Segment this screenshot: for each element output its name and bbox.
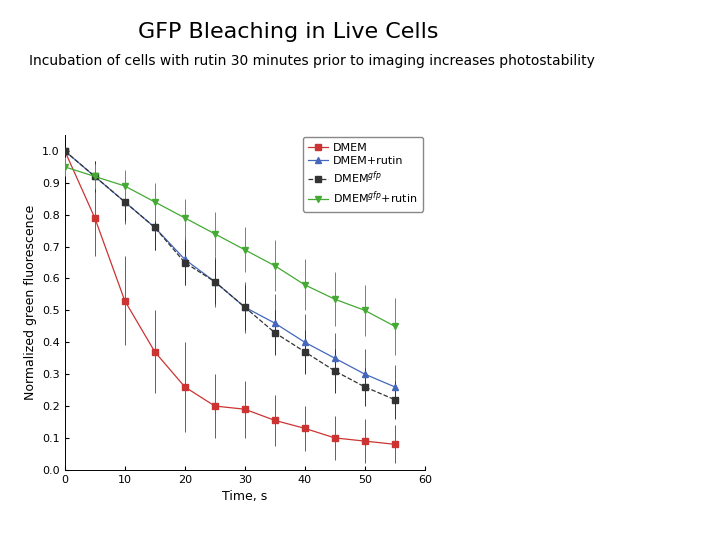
Text: Incubation of cells with rutin 30 minutes prior to imaging increases photostabil: Incubation of cells with rutin 30 minute… bbox=[29, 54, 595, 68]
Text: GFP Bleaching in Live Cells: GFP Bleaching in Live Cells bbox=[138, 22, 438, 42]
Legend: DMEM, DMEM+rutin, DMEM$^{gfp}$, DMEM$^{gfp}$+rutin: DMEM, DMEM+rutin, DMEM$^{gfp}$, DMEM$^{g… bbox=[303, 137, 423, 212]
X-axis label: Time, s: Time, s bbox=[222, 490, 267, 503]
Y-axis label: Normalized green fluorescence: Normalized green fluorescence bbox=[24, 205, 37, 400]
